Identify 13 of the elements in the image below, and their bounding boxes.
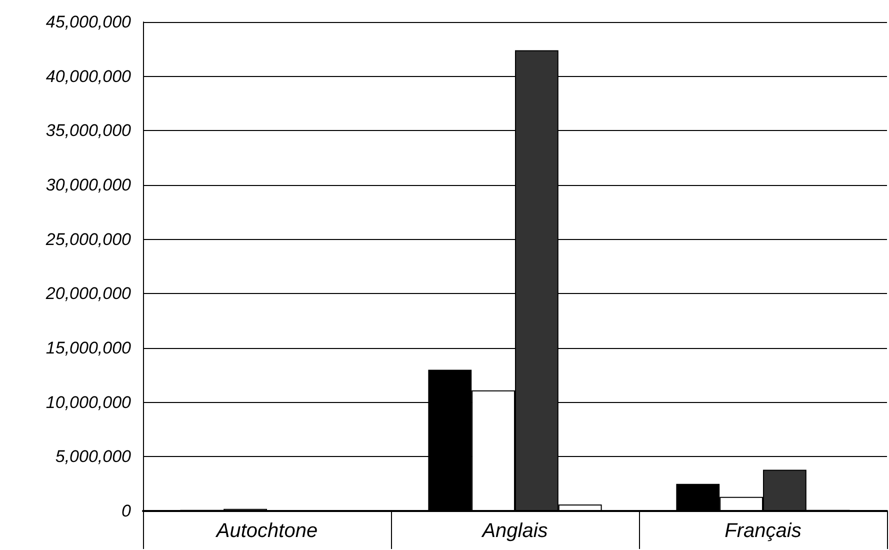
y-tick-label: 25,000,000 (44, 230, 132, 249)
y-tick-label: 20,000,000 (44, 284, 132, 304)
y-tick-label: 35,000,000 (46, 121, 132, 140)
x-tick-label: Anglais (481, 520, 548, 542)
y-tick-label: 30,000,000 (46, 176, 132, 194)
y-tick-label: 10,000,000 (46, 392, 132, 412)
x-tick-label: Français (724, 520, 802, 542)
y-tick-label: 40,000,000 (46, 66, 132, 86)
y-tick-label: 45,000,000 (46, 12, 132, 32)
y-tick-label: 15,000,000 (46, 338, 132, 358)
y-tick-label: 0 (122, 502, 132, 520)
y-tick-label: 5,000,000 (55, 447, 132, 466)
x-tick-label: Autochtone (215, 520, 318, 542)
